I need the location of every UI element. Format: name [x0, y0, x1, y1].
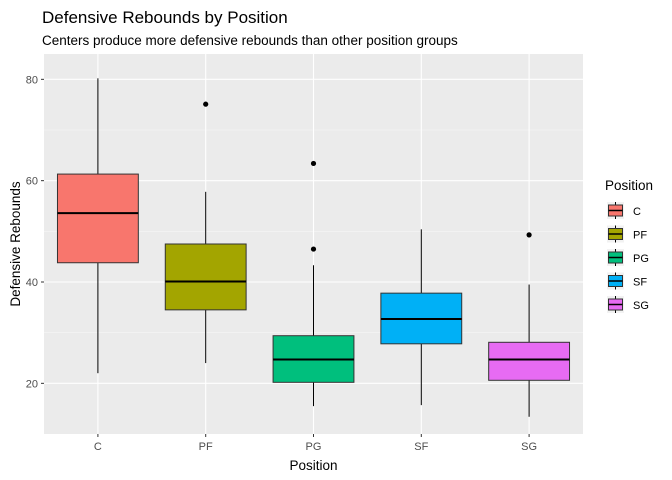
- y-tick-label: 40: [26, 277, 38, 289]
- legend-item-pg: PG: [607, 249, 649, 266]
- box-c: [56, 78, 139, 374]
- legend-item-sf: SF: [607, 272, 647, 290]
- legend-label: PF: [633, 230, 647, 242]
- legend-item-c: C: [607, 202, 641, 219]
- axis-layer: 20 40 60 80 C PF PG SF SG: [26, 74, 537, 453]
- x-tick-label: PG: [306, 441, 322, 453]
- legend-title: Position: [605, 178, 653, 193]
- box-sg: [488, 232, 571, 417]
- x-tick-label: SG: [521, 441, 537, 453]
- y-tick-label: 60: [26, 176, 38, 188]
- legend-label: SG: [633, 300, 649, 312]
- box-sf: [380, 229, 463, 406]
- chart-subtitle: Centers produce more defensive rebounds …: [42, 33, 458, 48]
- x-tick-label: PF: [199, 441, 213, 453]
- legend-label: C: [633, 206, 641, 218]
- legend-label: PG: [633, 253, 649, 265]
- outlier-point: [310, 160, 317, 167]
- box-pg: [272, 160, 355, 407]
- x-axis-title: Position: [289, 458, 337, 473]
- legend-item-sg: SG: [607, 296, 649, 313]
- legend: Position C PF PG SF SG: [605, 178, 653, 313]
- box-iqr: [56, 173, 139, 264]
- x-tick-label: SF: [414, 441, 428, 453]
- chart-title: Defensive Rebounds by Position: [42, 8, 288, 27]
- y-tick-label: 20: [26, 378, 38, 390]
- box-pf: [164, 101, 247, 364]
- legend-item-pf: PF: [607, 225, 647, 243]
- box-layer: [56, 78, 571, 417]
- outlier-point: [526, 232, 532, 238]
- box-iqr: [164, 243, 247, 311]
- outlier-point: [310, 246, 317, 252]
- box-iqr: [488, 341, 571, 381]
- outlier-point: [203, 101, 209, 107]
- legend-label: SF: [633, 277, 647, 289]
- y-tick-label: 80: [26, 74, 38, 86]
- y-axis-title: Defensive Rebounds: [8, 181, 23, 307]
- x-tick-label: C: [94, 441, 102, 453]
